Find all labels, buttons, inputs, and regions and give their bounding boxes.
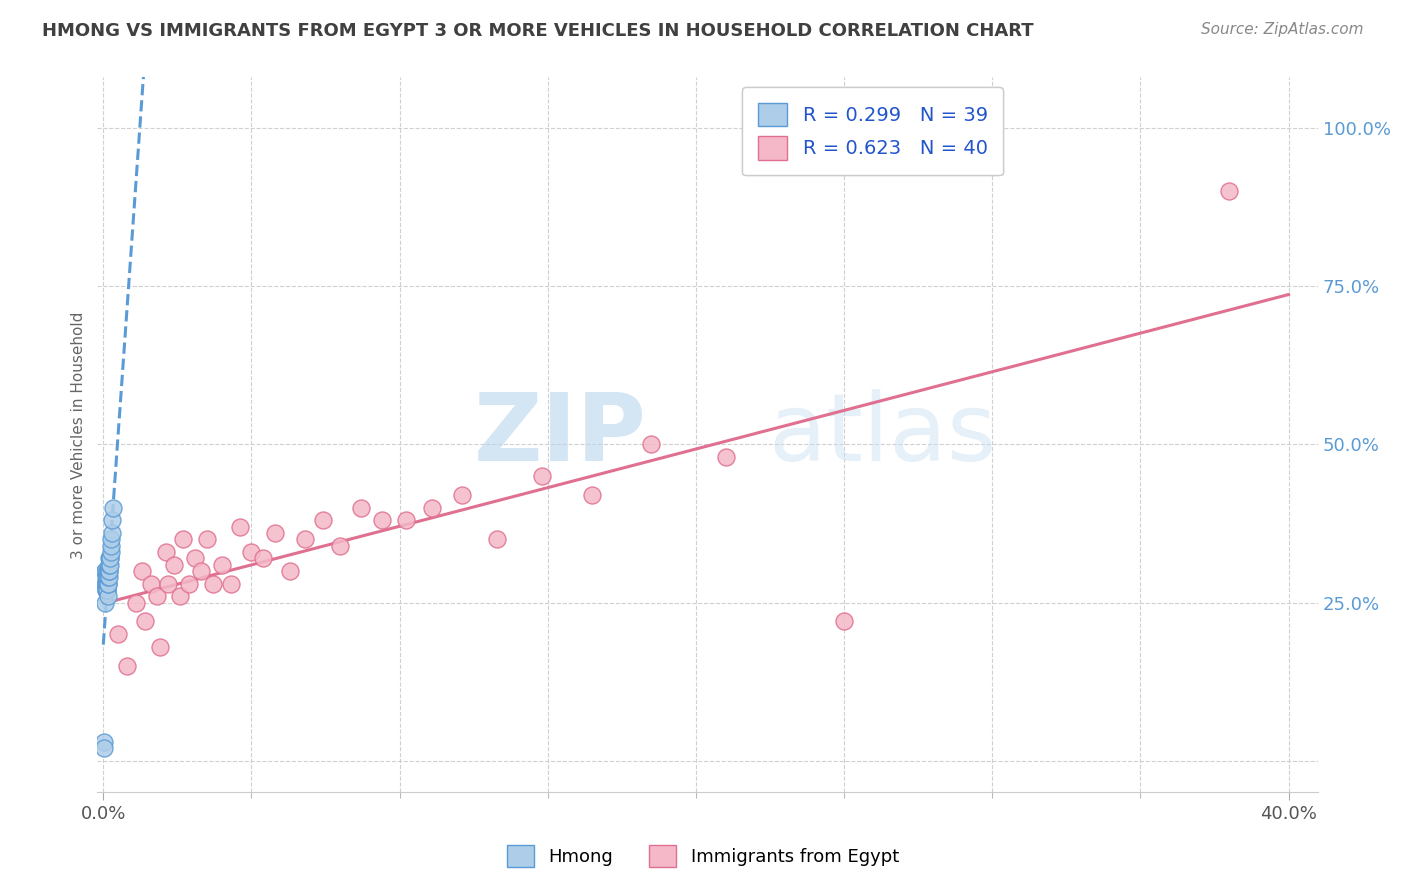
- Point: [394, 513, 416, 527]
- Point: [163, 558, 186, 572]
- Point: [155, 545, 177, 559]
- Point: [96, 570, 118, 584]
- Point: [486, 533, 509, 547]
- Y-axis label: 3 or more Vehicles in Household: 3 or more Vehicles in Household: [72, 311, 86, 558]
- Point: [145, 589, 167, 603]
- Point: [252, 551, 274, 566]
- Point: [93, 734, 115, 748]
- Point: [169, 589, 191, 603]
- Point: [96, 582, 118, 597]
- Point: [97, 564, 120, 578]
- Point: [148, 640, 170, 654]
- Legend: R = 0.299   N = 39, R = 0.623   N = 40: R = 0.299 N = 39, R = 0.623 N = 40: [742, 87, 1004, 176]
- Point: [195, 533, 218, 547]
- Point: [581, 488, 603, 502]
- Point: [134, 615, 156, 629]
- Point: [98, 564, 121, 578]
- Point: [832, 615, 855, 629]
- Point: [98, 558, 121, 572]
- Point: [264, 525, 287, 540]
- Point: [640, 437, 662, 451]
- Point: [329, 539, 352, 553]
- Point: [201, 576, 224, 591]
- Point: [100, 533, 122, 547]
- Point: [100, 551, 122, 566]
- Point: [97, 576, 120, 591]
- Point: [94, 595, 117, 609]
- Point: [98, 551, 121, 566]
- Point: [211, 558, 233, 572]
- Point: [98, 551, 121, 566]
- Point: [107, 627, 129, 641]
- Point: [179, 576, 201, 591]
- Point: [94, 564, 117, 578]
- Point: [96, 570, 118, 584]
- Point: [97, 589, 120, 603]
- Point: [219, 576, 242, 591]
- Point: [420, 500, 443, 515]
- Point: [294, 533, 316, 547]
- Point: [100, 539, 122, 553]
- Point: [97, 576, 120, 591]
- Point: [157, 576, 180, 591]
- Point: [131, 564, 153, 578]
- Point: [97, 570, 120, 584]
- Text: ZIP: ZIP: [474, 389, 647, 481]
- Point: [450, 488, 472, 502]
- Point: [228, 519, 250, 533]
- Point: [96, 582, 118, 597]
- Point: [96, 576, 118, 591]
- Text: HMONG VS IMMIGRANTS FROM EGYPT 3 OR MORE VEHICLES IN HOUSEHOLD CORRELATION CHART: HMONG VS IMMIGRANTS FROM EGYPT 3 OR MORE…: [42, 22, 1033, 40]
- Point: [97, 564, 120, 578]
- Point: [350, 500, 373, 515]
- Point: [278, 564, 301, 578]
- Point: [100, 545, 122, 559]
- Point: [96, 564, 118, 578]
- Point: [371, 513, 394, 527]
- Point: [714, 450, 737, 464]
- Point: [101, 500, 124, 515]
- Point: [240, 545, 263, 559]
- Point: [1218, 184, 1240, 198]
- Point: [101, 513, 124, 527]
- Point: [311, 513, 333, 527]
- Point: [96, 570, 118, 584]
- Point: [139, 576, 162, 591]
- Point: [96, 576, 118, 591]
- Point: [94, 576, 117, 591]
- Point: [97, 564, 120, 578]
- Point: [100, 525, 122, 540]
- Point: [94, 576, 117, 591]
- Point: [184, 551, 207, 566]
- Point: [172, 533, 194, 547]
- Point: [97, 558, 120, 572]
- Text: Source: ZipAtlas.com: Source: ZipAtlas.com: [1201, 22, 1364, 37]
- Text: atlas: atlas: [769, 389, 997, 481]
- Point: [93, 741, 115, 756]
- Point: [96, 564, 118, 578]
- Point: [97, 570, 120, 584]
- Point: [96, 582, 118, 597]
- Point: [530, 469, 553, 483]
- Point: [190, 564, 212, 578]
- Point: [94, 564, 117, 578]
- Legend: Hmong, Immigrants from Egypt: Hmong, Immigrants from Egypt: [499, 838, 907, 874]
- Point: [94, 582, 117, 597]
- Point: [125, 595, 148, 609]
- Point: [115, 658, 138, 673]
- Point: [98, 558, 121, 572]
